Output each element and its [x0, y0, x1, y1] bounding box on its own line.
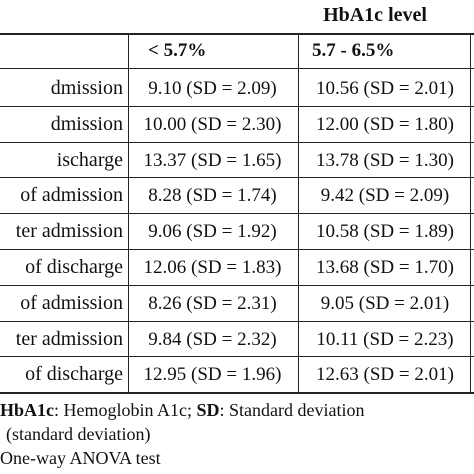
- table-row: ter admission 9.06 (SD = 1.92) 10.58 (SD =…: [0, 213, 474, 250]
- row-label: of admission: [20, 184, 123, 207]
- row-label: ischarge: [56, 148, 123, 171]
- row-label: of discharge: [25, 256, 123, 278]
- footnote-abbr-hba1c: HbA1c: [0, 400, 54, 420]
- table-cell: 9.10 (SD = 2.09): [148, 78, 277, 99]
- table-cell: 12.00 (SD = 1.80): [316, 113, 454, 135]
- row-rule: [0, 320, 474, 322]
- vline-1: [128, 33, 129, 392]
- table-cell: 10.56 (SD = 2.01): [316, 78, 454, 99]
- row-rule: [0, 141, 474, 143]
- table-cell: 8.26 (SD = 2.31): [148, 292, 277, 314]
- table-top-rule: [0, 33, 474, 35]
- row-rule: [0, 284, 474, 286]
- row-rule: [0, 177, 474, 179]
- table-cell: 10.00 (SD = 2.30): [143, 113, 282, 135]
- column-header-2: 5.7 - 6.5%: [312, 40, 395, 61]
- table-bottom-rule: [0, 392, 474, 394]
- table-row: dmission 9.10 (SD = 2.09) 10.56 (SD = 2.01…: [0, 70, 474, 107]
- header-rule: [0, 68, 474, 69]
- table-cell: 12.63 (SD = 2.01): [316, 364, 454, 386]
- table-cell: 13.78 (SD = 1.30): [316, 149, 454, 171]
- table-row: of discharge 12.06 (SD = 1.83) 13.68 (SD =…: [0, 249, 474, 286]
- table-row: of discharge 12.95 (SD = 1.96) 12.63 (SD =…: [0, 356, 474, 393]
- table-footnotes: HbA1c: Hemoglobin A1c; SD: Standard devi…: [0, 398, 474, 470]
- row-label: dmission: [50, 112, 123, 135]
- table-row: of admission 8.26 (SD = 2.31) 9.05 (SD = 2…: [0, 285, 474, 322]
- row-rule: [0, 105, 474, 107]
- row-label: of admission: [20, 291, 123, 314]
- vline-3: [470, 33, 471, 392]
- footnote-abbr-sd: SD: [196, 400, 220, 420]
- table-cell: 10.11 (SD = 2.23): [316, 328, 454, 350]
- vline-2: [298, 33, 299, 392]
- row-rule: [0, 213, 474, 215]
- row-rule: [0, 356, 474, 358]
- column-header-1: < 5.7%: [148, 40, 207, 61]
- table-cell: 9.06 (SD = 1.92): [148, 221, 277, 243]
- table-cell: 10.58 (SD = 1.89): [316, 221, 454, 243]
- table-cell: 12.95 (SD = 1.96): [143, 364, 282, 386]
- table-cell: 8.28 (SD = 1.74): [148, 185, 277, 207]
- table-cell: 9.05 (SD = 2.01): [320, 292, 450, 314]
- table-cell: 9.42 (SD = 2.09): [320, 185, 450, 207]
- footnote-test: One-way ANOVA test: [0, 448, 161, 468]
- table-cell: 13.68 (SD = 1.70): [316, 257, 454, 278]
- footnote-abbreviations: HbA1c: Hemoglobin A1c; SD: Standard devi…: [0, 398, 474, 422]
- row-rule: [0, 249, 474, 250]
- footnote-text-sd: : Standard deviation: [219, 400, 365, 420]
- table-cell: 13.37 (SD = 1.65): [143, 149, 282, 171]
- footnote-sd-note: (standard deviation): [6, 424, 151, 444]
- table-row: dmission 10.00 (SD = 2.30) 12.00 (SD = 1.8…: [0, 106, 474, 143]
- table-group-header: HbA1c level: [323, 4, 427, 26]
- table-cell: 9.84 (SD = 2.32): [148, 328, 277, 350]
- footnote-text-hba1c: : Hemoglobin A1c;: [54, 400, 197, 420]
- row-label: ter admission: [15, 327, 123, 350]
- table-row: ter admission 9.84 (SD = 2.32) 10.11 (SD =…: [0, 321, 474, 358]
- table-cell: 12.06 (SD = 1.83): [143, 257, 282, 278]
- row-label: ter admission: [15, 220, 123, 243]
- table-row: ischarge 13.37 (SD = 1.65) 13.78 (SD = 1.3…: [0, 142, 474, 179]
- row-label: dmission: [50, 77, 123, 99]
- row-label: of discharge: [25, 363, 123, 386]
- table-row: of admission 8.28 (SD = 1.74) 9.42 (SD = 2…: [0, 177, 474, 214]
